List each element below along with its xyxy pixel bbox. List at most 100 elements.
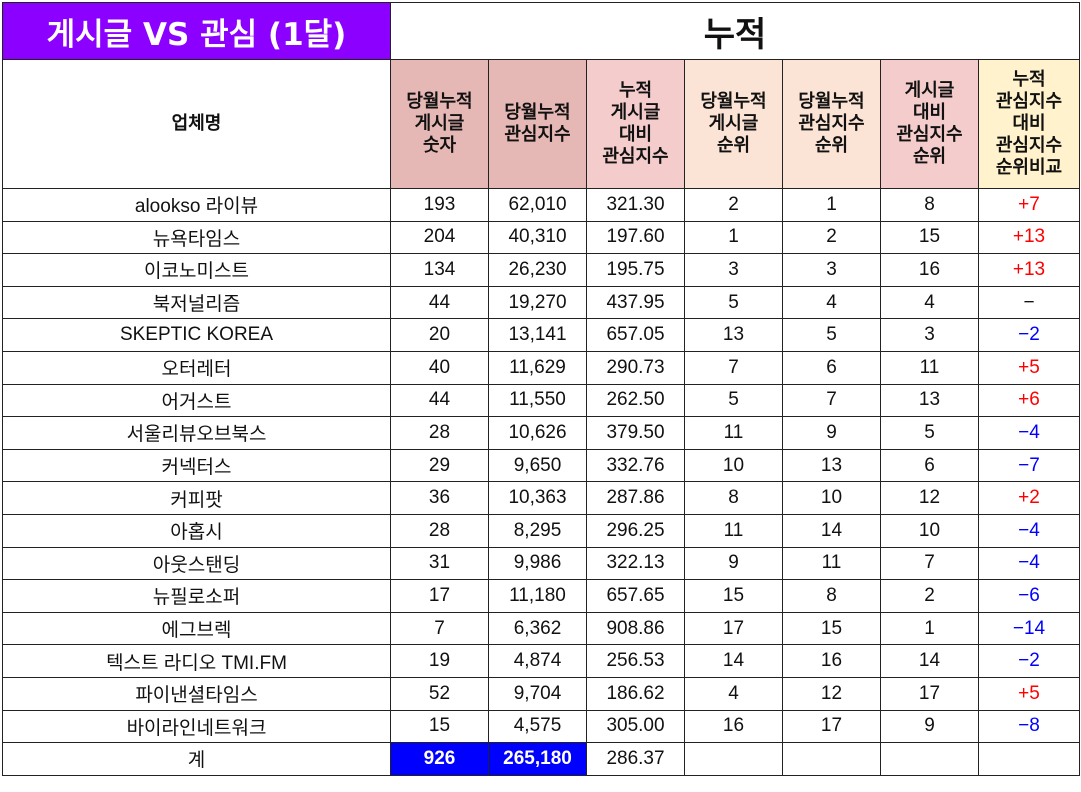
interest-count-cell: 10,626 <box>488 416 587 450</box>
table-row: 이코노미스트 134 26,230 195.75 3 3 16 +13 <box>2 253 1081 287</box>
post-rank-cell: 7 <box>684 350 783 385</box>
ratio-cell: 305.00 <box>586 709 685 744</box>
company-name-cell: 오터레터 <box>2 350 391 385</box>
rank-compare-cell: −4 <box>977 513 1081 548</box>
ratio-rank-cell: 14 <box>880 644 979 678</box>
interest-count-cell: 62,010 <box>488 188 587 222</box>
total-empty-cell <box>782 742 881 776</box>
interest-count-cell: 11,550 <box>488 383 587 418</box>
table-body: alookso 라이뷰 193 62,010 321.30 2 1 8 +7 뉴욕타임스 204 4… <box>2 188 1081 744</box>
company-name-cell: 커피팟 <box>2 481 391 515</box>
interest-count-cell: 4,874 <box>488 644 587 678</box>
company-name-cell: 파이낸셜타임스 <box>2 676 391 711</box>
interest-rank-cell: 17 <box>782 709 881 744</box>
table-row: SKEPTIC KOREA 20 13,141 657.05 13 5 3 −2 <box>2 318 1081 352</box>
ratio-cell: 437.95 <box>586 285 685 320</box>
ratio-rank-cell: 4 <box>880 285 979 320</box>
post-rank-cell: 14 <box>684 644 783 678</box>
interest-rank-cell: 16 <box>782 644 881 678</box>
interest-rank-cell: 6 <box>782 350 881 385</box>
post-rank-cell: 4 <box>684 676 783 711</box>
company-name-cell: SKEPTIC KOREA <box>2 318 391 352</box>
post-count-cell: 36 <box>390 481 489 515</box>
header-line: 순위비교 <box>995 157 1063 178</box>
header-interest-count: 당월누적 관심지수 <box>488 59 587 189</box>
post-count-cell: 40 <box>390 350 489 385</box>
title-row: 게시글 VS 관심 (1달) 누적 <box>2 2 1081 60</box>
total-empty-cell <box>880 742 979 776</box>
interest-count-cell: 4,575 <box>488 709 587 744</box>
table-title-cell: 게시글 VS 관심 (1달) <box>2 2 391 60</box>
header-company-name: 업체명 <box>2 59 391 189</box>
interest-count-cell: 11,629 <box>488 350 587 385</box>
ratio-rank-cell: 2 <box>880 579 979 613</box>
post-count-cell: 204 <box>390 220 489 255</box>
interest-rank-cell: 5 <box>782 318 881 352</box>
ratio-rank-cell: 3 <box>880 318 979 352</box>
ratio-cell: 197.60 <box>586 220 685 255</box>
interest-rank-cell: 7 <box>782 383 881 418</box>
rank-compare-cell: −7 <box>977 448 1081 483</box>
company-name-cell: 에그브렉 <box>2 611 391 646</box>
header-row: 업체명 당월누적 게시글 숫자 당월누적 관심지수 누적 게시글 대비 관심지수 당월누적 게… <box>2 59 1081 189</box>
header-line: 관심지수 <box>798 113 865 134</box>
header-line: 관심지수 <box>602 146 669 167</box>
interest-count-cell: 9,986 <box>488 546 587 581</box>
header-line: 대비 <box>912 102 947 123</box>
post-rank-cell: 9 <box>684 546 783 581</box>
header-line: 당월누적 <box>700 91 767 112</box>
company-name-cell: 텍스트 라디오 TMI.FM <box>2 644 391 678</box>
header-line: 당월누적 <box>406 91 473 112</box>
table-row: 어거스트 44 11,550 262.50 5 7 13 +6 <box>2 383 1081 418</box>
rank-compare-cell: −6 <box>977 579 1081 613</box>
ratio-cell: 321.30 <box>586 188 685 222</box>
header-line: 숫자 <box>422 135 457 156</box>
header-ratio-rank: 게시글 대비 관심지수 순위 <box>880 59 979 189</box>
header-line: 관심지수 <box>995 135 1063 156</box>
header-line: 누적 <box>618 80 653 101</box>
post-rank-cell: 2 <box>684 188 783 222</box>
company-name-cell: 뉴욕타임스 <box>2 220 391 255</box>
company-name-cell: 아홉시 <box>2 513 391 548</box>
post-rank-cell: 15 <box>684 579 783 613</box>
post-rank-cell: 10 <box>684 448 783 483</box>
header-line: 게시글 <box>904 80 955 101</box>
table-row: 북저널리즘 44 19,270 437.95 5 4 4− <box>2 285 1081 320</box>
table-row: 커피팟 36 10,363 287.86 8 10 12 +2 <box>2 481 1081 515</box>
post-rank-cell: 5 <box>684 285 783 320</box>
ratio-cell: 195.75 <box>586 253 685 287</box>
header-line: 당월누적 <box>504 102 571 123</box>
post-count-cell: 19 <box>390 644 489 678</box>
header-rank-compare: 누적 관심지수 대비 관심지수 순위비교 <box>977 59 1081 189</box>
post-count-cell: 134 <box>390 253 489 287</box>
ratio-rank-cell: 11 <box>880 350 979 385</box>
ratio-rank-cell: 1 <box>880 611 979 646</box>
table-row: 바이라인네트워크 15 4,575 305.00 16 17 9 −8 <box>2 709 1081 744</box>
ratio-cell: 332.76 <box>586 448 685 483</box>
ratio-rank-cell: 16 <box>880 253 979 287</box>
interest-rank-cell: 2 <box>782 220 881 255</box>
rank-compare-cell: −2 <box>977 644 1081 678</box>
post-rank-cell: 13 <box>684 318 783 352</box>
header-line: 게시글 <box>610 102 661 123</box>
post-rank-cell: 8 <box>684 481 783 515</box>
total-ratio: 286.37 <box>586 742 685 776</box>
post-count-cell: 193 <box>390 188 489 222</box>
table-row: alookso 라이뷰 193 62,010 321.30 2 1 8 +7 <box>2 188 1081 222</box>
ratio-cell: 287.86 <box>586 481 685 515</box>
post-count-cell: 44 <box>390 383 489 418</box>
total-empty-cell <box>684 742 783 776</box>
post-count-cell: 29 <box>390 448 489 483</box>
header-line: 게시글 <box>414 113 465 134</box>
interest-count-cell: 40,310 <box>488 220 587 255</box>
interest-rank-cell: 13 <box>782 448 881 483</box>
header-post-count: 당월누적 게시글 숫자 <box>390 59 489 189</box>
post-count-cell: 7 <box>390 611 489 646</box>
header-line: 누적 <box>1012 69 1046 90</box>
ratio-cell: 908.86 <box>586 611 685 646</box>
interest-count-cell: 8,295 <box>488 513 587 548</box>
post-rank-cell: 1 <box>684 220 783 255</box>
rank-compare-cell: −2 <box>977 318 1081 352</box>
interest-rank-cell: 4 <box>782 285 881 320</box>
header-ratio: 누적 게시글 대비 관심지수 <box>586 59 685 189</box>
